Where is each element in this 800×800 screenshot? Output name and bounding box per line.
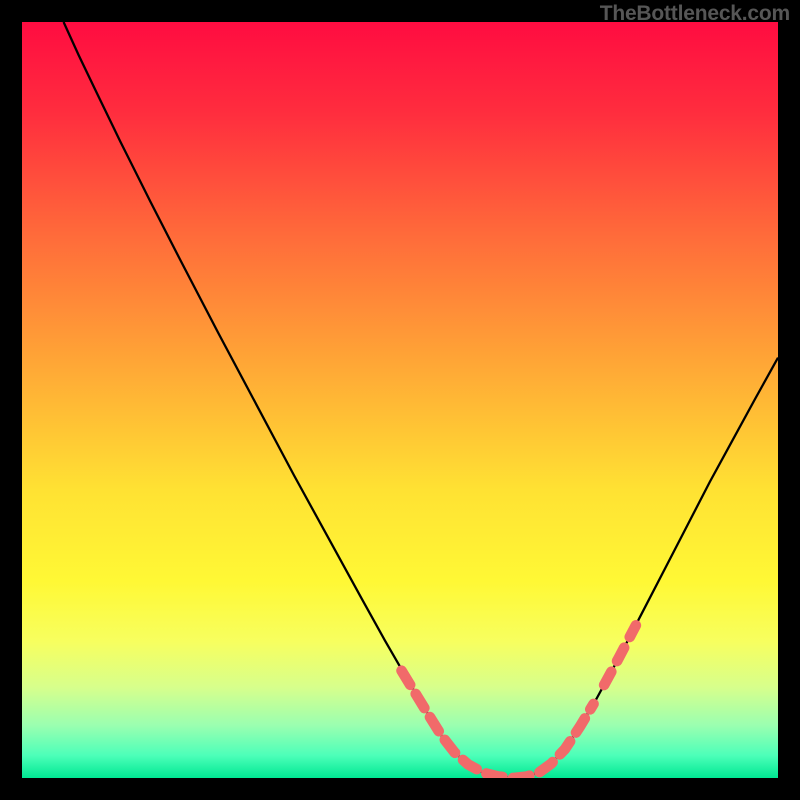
chart-svg [22, 22, 778, 778]
chart-frame: TheBottleneck.com [0, 0, 800, 800]
plot-area [22, 22, 778, 778]
